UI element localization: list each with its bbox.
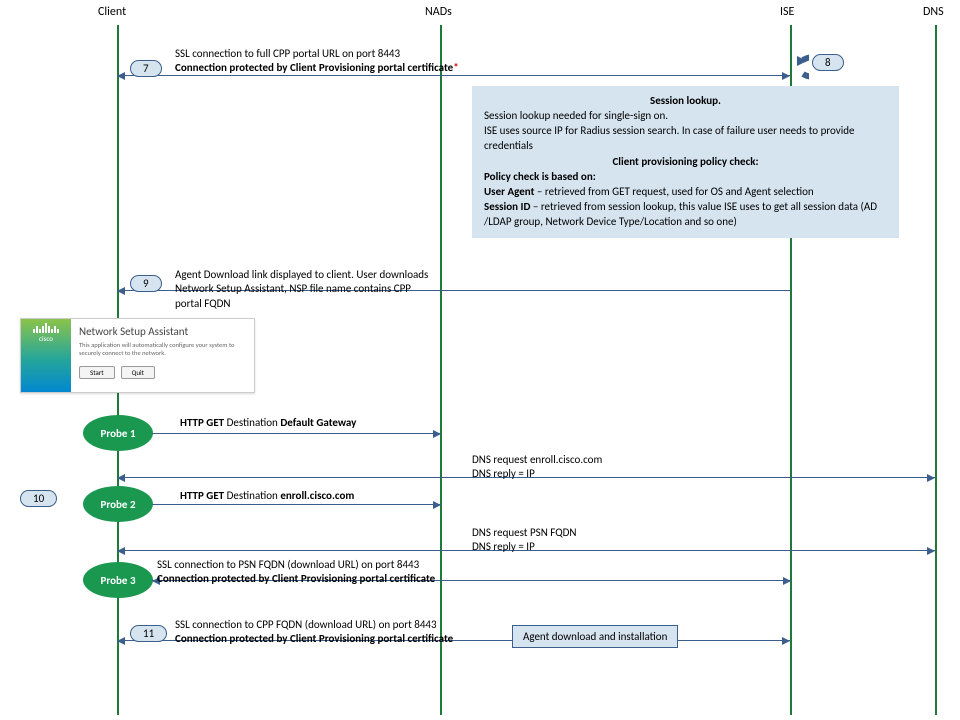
badge-step8: 8 [812, 54, 844, 71]
loop-arrow-step8 [763, 52, 809, 85]
nsa-title: Network Setup Assistant [79, 325, 246, 338]
cisco-logo-icon [33, 323, 59, 333]
nsa-desc: This application will automatically conf… [79, 342, 246, 358]
lifeline-dns [935, 25, 937, 715]
nsa-quit-button[interactable]: Quit [121, 366, 155, 379]
probe1-dest: Default Gateway [280, 416, 356, 429]
text-step11: SSL connection to CPP FQDN (download URL… [175, 618, 475, 647]
nsa-body: Network Setup Assistant This application… [71, 319, 254, 392]
dns1-req: DNS request enroll.cisco.com [472, 453, 602, 467]
lifeline-nads [440, 25, 442, 715]
action-box: Agent download and installation [512, 625, 678, 648]
info-l5a: Session ID [484, 200, 530, 213]
dns2-req: DNS request PSN FQDN [472, 526, 577, 540]
step11-line2: Connection protected by Client Provision… [175, 632, 475, 646]
actor-ise: ISE [780, 5, 794, 19]
badge-step11: 11 [130, 625, 167, 642]
nsa-card: cisco Network Setup Assistant This appli… [20, 318, 255, 393]
probe1-mid: Destination [227, 416, 281, 429]
text-probe3: SSL connection to PSN FQDN (download URL… [157, 558, 517, 587]
text-probe2: HTTP GET Destination enroll.cisco.com [180, 489, 354, 503]
info-l5b: – retrieved from session lookup, this va… [484, 200, 877, 228]
step7-line2: Connection protected by Client Provision… [175, 61, 453, 74]
probe2-dest: enroll.cisco.com [280, 489, 354, 502]
probe3-line1: SSL connection to PSN FQDN (download URL… [157, 558, 517, 572]
dns1-rep: DNS reply = IP [472, 467, 602, 481]
probe2-mid: Destination [227, 489, 281, 502]
actor-client: Client [98, 5, 126, 19]
nsa-start-button[interactable]: Start [79, 366, 115, 379]
text-probe1: HTTP GET Destination Default Gateway [180, 416, 356, 430]
step7-star: * [453, 61, 458, 74]
probe1-pre: HTTP GET [180, 416, 227, 429]
probe-1: Probe 1 [83, 415, 153, 451]
probe2-pre: HTTP GET [180, 489, 227, 502]
info-h1: Session lookup. [484, 94, 887, 109]
info-l2: ISE uses source IP for Radius session se… [484, 124, 887, 154]
info-l4a: User Agent [484, 185, 534, 198]
text-dns1: DNS request enroll.cisco.com DNS reply =… [472, 453, 602, 482]
text-step9: Agent Download link displayed to client.… [175, 268, 435, 311]
cisco-brand-text: cisco [39, 334, 53, 343]
probe-3: Probe 3 [83, 562, 153, 598]
probe-2: Probe 2 [83, 486, 153, 522]
badge-step7: 7 [130, 60, 162, 77]
step7-line1: SSL connection to full CPP portal URL on… [175, 47, 555, 61]
info-h2: Client provisioning policy check: [484, 155, 887, 170]
info-l1: Session lookup needed for single-sign on… [484, 109, 887, 124]
info-box: Session lookup. Session lookup needed fo… [472, 86, 899, 238]
info-l4b: – retrieved from GET request, used for O… [534, 185, 813, 198]
probe3-line2: Connection protected by Client Provision… [157, 572, 517, 586]
actor-nads: NADs [425, 5, 452, 19]
actor-dns: DNS [923, 5, 944, 19]
text-step7: SSL connection to full CPP portal URL on… [175, 47, 555, 76]
nsa-brand-panel: cisco [21, 319, 71, 392]
badge-step9: 9 [130, 275, 162, 292]
badge-step10: 10 [20, 490, 57, 507]
step11-line1: SSL connection to CPP FQDN (download URL… [175, 618, 475, 632]
dns2-rep: DNS reply = IP [472, 540, 577, 554]
info-l3: Policy check is based on: [484, 170, 887, 185]
text-dns2: DNS request PSN FQDN DNS reply = IP [472, 526, 577, 555]
